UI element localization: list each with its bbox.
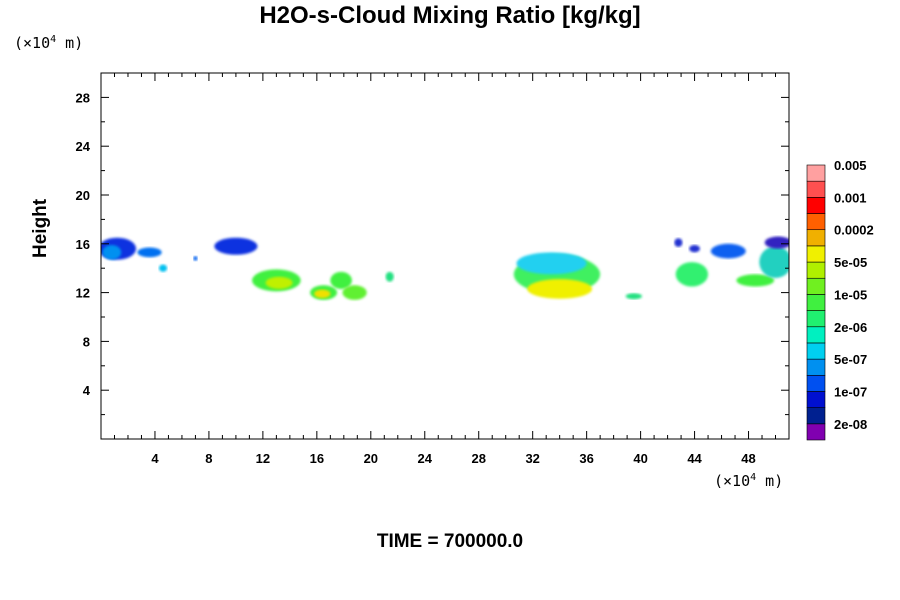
colorbar-swatch xyxy=(806,358,826,376)
y-unit-prefix: (×10 xyxy=(14,34,51,52)
colorbar-swatch xyxy=(806,197,826,214)
cloud-region-20 xyxy=(710,243,746,259)
x-tick-label: 32 xyxy=(525,451,539,466)
y-tick-label: 20 xyxy=(76,188,90,203)
plot-frame xyxy=(100,72,790,440)
cloud-region-12 xyxy=(385,271,394,282)
cloud-region-19 xyxy=(675,262,709,287)
colorbar-label: 0.005 xyxy=(834,158,867,173)
cloud-region-11 xyxy=(342,285,367,300)
colorbar: 2e-08 1e-07 5e-07 2e-06 1e-05 5e-05 0.0002 0.00… xyxy=(806,158,874,441)
colorbar-label: 1e-05 xyxy=(834,287,867,302)
y-tick-label: 4 xyxy=(83,383,91,398)
x-unit-suffix: m) xyxy=(756,472,784,490)
colorbar-label: 2e-08 xyxy=(834,417,867,432)
x-tick-label: 36 xyxy=(579,451,593,466)
cloud-region-4 xyxy=(193,256,198,261)
y-tick-label: 8 xyxy=(83,334,90,349)
colorbar-label: 2e-06 xyxy=(834,320,867,335)
colorbar-label: 0.0002 xyxy=(834,223,874,238)
colorbar-swatch xyxy=(806,229,826,247)
cloud-region-2 xyxy=(137,247,162,258)
cloud-field xyxy=(101,236,789,300)
y-unit-label: (×104 m) xyxy=(14,34,83,52)
x-tick-label: 44 xyxy=(687,451,702,466)
colorbar-swatch xyxy=(806,213,826,231)
x-tick-label: 24 xyxy=(418,451,433,466)
colorbar-swatch xyxy=(806,423,826,441)
y-unit-exponent: 4 xyxy=(50,34,57,45)
colorbar-swatch xyxy=(806,245,826,263)
x-tick-label: 16 xyxy=(310,451,324,466)
x-unit-label: (×104 m) xyxy=(714,472,783,490)
cloud-region-1 xyxy=(102,245,122,260)
colorbar-swatch xyxy=(806,277,826,295)
colorbar-swatch xyxy=(806,407,826,425)
x-axis: 4 8 12 16 20 24 28 32 36 40 44 48 xyxy=(113,73,777,466)
colorbar-label: 0.001 xyxy=(834,190,867,205)
cloud-region-9 xyxy=(314,289,331,299)
cloud-region-16 xyxy=(625,293,642,300)
colorbar-swatch xyxy=(806,294,826,311)
time-label: TIME = 700000.0 xyxy=(376,531,524,552)
cloud-region-18 xyxy=(689,245,700,253)
chart-title: H2O-s-Cloud Mixing Ratio [kg/kg] xyxy=(259,2,641,29)
cloud-region-17 xyxy=(674,238,683,247)
x-tick-label: 8 xyxy=(205,451,212,466)
plot-area xyxy=(101,73,789,439)
x-tick-label: 48 xyxy=(741,451,755,466)
cloud-region-5 xyxy=(214,237,258,255)
cloud-region-23 xyxy=(764,236,789,249)
x-tick-label: 40 xyxy=(633,451,647,466)
x-tick-label: 12 xyxy=(256,451,270,466)
colorbar-swatch xyxy=(806,391,826,408)
colorbar-swatch xyxy=(806,261,826,279)
colorbar-swatch xyxy=(806,164,826,182)
x-tick-label: 4 xyxy=(151,451,159,466)
colorbar-swatch xyxy=(806,374,826,392)
cloud-region-14 xyxy=(516,252,587,275)
y-unit-suffix: m) xyxy=(56,34,84,52)
cloud-region-3 xyxy=(159,264,168,272)
colorbar-label: 1e-07 xyxy=(834,384,867,399)
y-axis: 4 8 12 16 20 24 28 xyxy=(76,90,789,416)
y-tick-label: 24 xyxy=(76,139,91,154)
colorbar-swatch xyxy=(806,342,826,360)
cloud-region-15 xyxy=(527,279,593,299)
colorbar-swatch xyxy=(806,310,826,328)
x-tick-label: 20 xyxy=(364,451,378,466)
x-tick-label: 28 xyxy=(471,451,485,466)
cloud-region-10 xyxy=(330,271,352,289)
colorbar-label: 5e-07 xyxy=(834,352,867,367)
y-tick-label: 28 xyxy=(76,90,90,105)
cloud-region-21 xyxy=(736,274,775,287)
cloud-region-7 xyxy=(265,276,293,289)
x-unit-prefix: (×10 xyxy=(714,472,751,490)
colorbar-swatch xyxy=(806,326,826,344)
x-unit-exponent: 4 xyxy=(750,472,757,483)
colorbar-swatch xyxy=(806,180,826,198)
colorbar-label: 5e-05 xyxy=(834,255,867,270)
y-tick-label: 12 xyxy=(76,286,90,301)
cloud-region-22 xyxy=(759,246,789,278)
y-tick-label: 16 xyxy=(76,237,90,252)
